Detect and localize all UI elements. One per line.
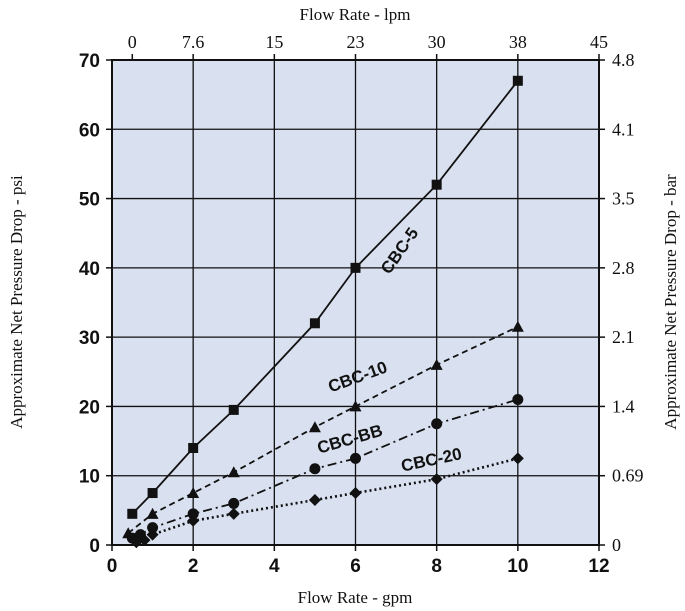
top-tick-label: 23	[347, 32, 365, 52]
data-point-cbc-20	[511, 452, 524, 465]
data-point-cbc-5	[350, 262, 361, 273]
grid-lines	[106, 54, 605, 551]
right-tick-label: 3.5	[612, 189, 635, 209]
data-point-cbc-20	[130, 536, 143, 549]
top-tick-label: 0	[128, 32, 137, 52]
data-point-cbc-5	[147, 488, 158, 499]
top-tick-label: 45	[590, 32, 608, 52]
data-point-cbc-5	[228, 404, 239, 415]
data-point-cbc-20	[138, 534, 151, 547]
top-tick-label: 15	[265, 32, 283, 52]
data-point-cbc-bb	[309, 463, 321, 475]
data-point-cbc-20	[187, 514, 200, 527]
top-x-axis-title: Flow Rate - lpm	[300, 5, 411, 24]
x-tick-label: 10	[507, 556, 528, 577]
y-tick-label: 50	[79, 190, 100, 211]
y-tick-label: 0	[89, 536, 100, 557]
data-point-cbc-5	[431, 179, 442, 190]
right-tick-label: 1.4	[612, 396, 635, 416]
y-tick-label: 10	[79, 467, 100, 488]
data-point-cbc-10	[227, 466, 240, 478]
data-point-cbc-bb	[147, 522, 159, 534]
data-point-cbc-10	[430, 358, 443, 370]
left-y-axis-title: Approximate Net Pressure Drop - psi	[7, 175, 26, 429]
data-point-cbc-5	[127, 508, 138, 519]
y-tick-label: 60	[79, 120, 100, 141]
data-point-cbc-10	[146, 507, 159, 519]
right-tick-label: 0.69	[612, 466, 644, 486]
data-point-cbc-bb	[350, 452, 361, 464]
x-tick-label: 6	[350, 556, 361, 577]
top-tick-label: 38	[509, 32, 527, 52]
data-point-cbc-20	[227, 507, 240, 520]
data-point-cbc-bb	[228, 497, 240, 509]
series-line-cbc-5	[131, 80, 519, 515]
x-tick-label: 8	[431, 556, 442, 577]
data-point-cbc-20	[308, 493, 321, 506]
series-markers	[122, 75, 524, 549]
data-point-cbc-bb	[431, 418, 443, 430]
y-tick-label: 40	[79, 259, 100, 280]
top-tick-label: 30	[428, 32, 446, 52]
right-tick-label: 4.1	[612, 119, 635, 139]
y-tick-label: 70	[79, 51, 100, 72]
x-tick-label: 2	[188, 556, 199, 577]
data-point-cbc-5	[188, 443, 199, 453]
right-tick-label: 2.1	[612, 327, 635, 347]
y-tick-label: 30	[79, 328, 100, 349]
data-point-cbc-20	[146, 528, 159, 541]
data-point-cbc-10	[187, 487, 200, 499]
data-point-cbc-10	[349, 400, 362, 412]
data-point-cbc-5	[309, 318, 320, 329]
right-tick-label: 0	[612, 535, 621, 555]
data-point-cbc-20	[349, 487, 362, 500]
bottom-x-axis-title: Flow Rate - gpm	[298, 588, 413, 607]
data-point-cbc-10	[308, 421, 321, 433]
data-point-cbc-bb	[512, 394, 524, 405]
data-point-cbc-20	[430, 473, 443, 486]
x-tick-label: 0	[107, 556, 118, 577]
right-y-axis-title: Approximate Net Pressure Drop - bar	[661, 174, 680, 430]
right-tick-label: 2.8	[612, 258, 635, 278]
x-tick-label: 12	[588, 556, 609, 577]
right-tick-label: 4.8	[612, 50, 635, 70]
x-tick-label: 4	[269, 556, 280, 577]
data-point-cbc-10	[511, 320, 524, 332]
data-point-cbc-5	[512, 75, 523, 86]
top-tick-label: 7.6	[182, 32, 205, 52]
y-tick-label: 20	[79, 397, 100, 418]
data-point-cbc-bb	[187, 508, 199, 520]
